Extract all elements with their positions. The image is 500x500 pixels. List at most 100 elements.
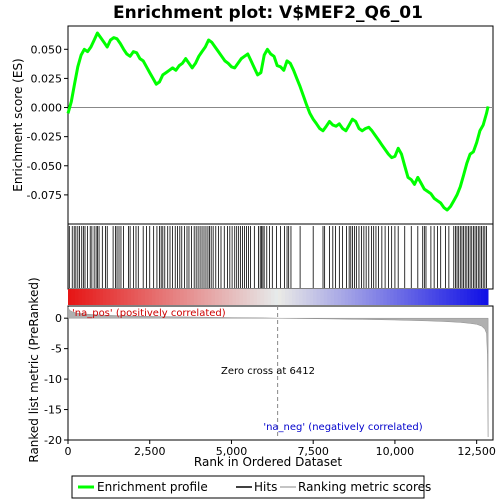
- colorbar-segment: [456, 289, 461, 305]
- colorbar-segment: [428, 289, 433, 305]
- colorbar-segment: [330, 289, 335, 305]
- colorbar-segment: [180, 289, 184, 305]
- metric-y-tick-label: -15: [44, 404, 62, 417]
- colorbar-segment: [89, 289, 93, 305]
- colorbar-segment: [169, 289, 174, 305]
- colorbar-segment: [96, 289, 100, 305]
- colorbar-segment: [334, 289, 338, 305]
- chart-title: Enrichment plot: V$MEF2_Q6_01: [113, 3, 423, 23]
- colorbar-segment: [187, 289, 191, 305]
- colorbar-segment: [309, 289, 314, 305]
- colorbar-segment: [439, 289, 443, 305]
- colorbar-segment: [103, 289, 107, 305]
- colorbar-segment: [236, 289, 240, 305]
- colorbar-segment: [127, 289, 132, 305]
- colorbar-segment: [460, 289, 464, 305]
- colorbar-segment: [204, 289, 209, 305]
- colorbar-segment: [446, 289, 450, 305]
- colorbar-segment: [243, 289, 247, 305]
- colorbar-segment: [225, 289, 230, 305]
- colorbar-segment: [183, 289, 188, 305]
- colorbar-segment: [411, 289, 415, 305]
- colorbar-segment: [68, 289, 72, 305]
- metric-y-tick-label: 0: [55, 312, 62, 325]
- colorbar-segment: [470, 289, 475, 305]
- na-neg-annotation: 'na_neg' (negatively correlated): [263, 422, 422, 433]
- es-axis-label: Enrichment score (ES): [11, 58, 25, 191]
- colorbar-segment: [390, 289, 394, 305]
- metric-y-tick-label: -10: [44, 373, 62, 386]
- es-y-tick-label: -0.025: [27, 131, 62, 144]
- colorbar-segment: [274, 289, 279, 305]
- colorbar-segment: [372, 289, 377, 305]
- colorbar-segment: [71, 289, 76, 305]
- colorbar-segment: [320, 289, 324, 305]
- colorbar-segment: [152, 289, 156, 305]
- colorbar-segment: [348, 289, 352, 305]
- colorbar-segment: [117, 289, 121, 305]
- colorbar-segment: [250, 289, 254, 305]
- colorbar-segment: [145, 289, 149, 305]
- colorbar-segment: [281, 289, 286, 305]
- colorbar-segment: [141, 289, 146, 305]
- colorbar-segment: [82, 289, 86, 305]
- colorbar-segment: [376, 289, 380, 305]
- colorbar-segment: [365, 289, 370, 305]
- colorbar-segment: [355, 289, 359, 305]
- colorbar-segment: [481, 289, 485, 305]
- colorbar-segment: [260, 289, 265, 305]
- colorbar-segment: [138, 289, 142, 305]
- colorbar-segment: [201, 289, 205, 305]
- colorbar-segment: [306, 289, 310, 305]
- colorbar-segment: [474, 289, 478, 305]
- x-tick-label: 2,500: [134, 445, 166, 458]
- colorbar-segment: [344, 289, 349, 305]
- colorbar-segment: [78, 289, 83, 305]
- colorbar-segment: [467, 289, 471, 305]
- colorbar-segment: [106, 289, 111, 305]
- x-tick-label: 5,000: [216, 445, 248, 458]
- colorbar-segment: [173, 289, 177, 305]
- colorbar-segment: [166, 289, 170, 305]
- colorbar-segment: [386, 289, 391, 305]
- colorbar-segment: [358, 289, 363, 305]
- zero-cross-annotation: Zero cross at 6412: [221, 366, 315, 377]
- colorbar-segment: [327, 289, 331, 305]
- colorbar-segment: [435, 289, 440, 305]
- colorbar-segment: [75, 289, 79, 305]
- colorbar-segment: [176, 289, 181, 305]
- es-y-tick-label: 0.000: [31, 102, 63, 115]
- colorbar-segment: [208, 289, 212, 305]
- colorbar-segment: [449, 289, 454, 305]
- colorbar-segment: [232, 289, 237, 305]
- colorbar-segment: [295, 289, 300, 305]
- colorbar-segment: [190, 289, 195, 305]
- colorbar-segment: [397, 289, 401, 305]
- colorbar-segment: [351, 289, 356, 305]
- es-y-tick-label: 0.025: [31, 72, 63, 85]
- colorbar-segment: [407, 289, 412, 305]
- colorbar-segment: [383, 289, 387, 305]
- colorbar-segment: [113, 289, 118, 305]
- colorbar-segment: [246, 289, 251, 305]
- colorbar-segment: [404, 289, 408, 305]
- colorbar-segment: [134, 289, 139, 305]
- colorbar-segment: [120, 289, 125, 305]
- legend-enrichment-label: Enrichment profile: [97, 480, 208, 494]
- colorbar-segment: [267, 289, 272, 305]
- colorbar-segment: [484, 289, 489, 305]
- colorbar-segment: [477, 289, 482, 305]
- legend-hits-label: Hits: [254, 480, 277, 494]
- colorbar-segment: [211, 289, 216, 305]
- colorbar-segment: [110, 289, 114, 305]
- colorbar-segment: [369, 289, 373, 305]
- colorbar-segment: [442, 289, 447, 305]
- es-y-tick-label: 0.050: [31, 43, 63, 56]
- colorbar-segment: [222, 289, 226, 305]
- colorbar-segment: [292, 289, 296, 305]
- enrichment-profile-line: [66, 31, 490, 212]
- na-pos-annotation: 'na_pos' (positively correlated): [72, 308, 226, 319]
- metric-panel-frame: [67, 305, 494, 441]
- colorbar-segment: [362, 289, 366, 305]
- metric-y-tick-label: -5: [51, 343, 62, 356]
